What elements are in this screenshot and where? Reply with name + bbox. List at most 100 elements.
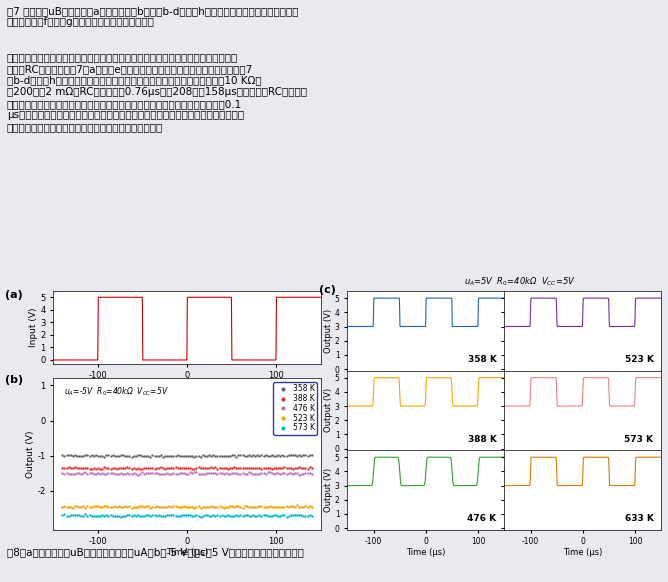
- Point: [271, 463, 281, 473]
- Point: [132, 510, 143, 520]
- Point: [78, 469, 89, 478]
- Point: [290, 503, 301, 512]
- Point: [212, 502, 222, 512]
- Point: [254, 510, 265, 520]
- Point: [218, 463, 229, 473]
- Point: [126, 503, 137, 512]
- Point: [300, 512, 311, 521]
- Point: [152, 501, 162, 510]
- Point: [204, 511, 214, 520]
- Point: [254, 464, 265, 473]
- Point: [137, 502, 148, 511]
- Point: [120, 464, 130, 473]
- Point: [189, 452, 200, 462]
- Point: [69, 463, 80, 472]
- Point: [99, 463, 110, 472]
- Point: [176, 511, 187, 520]
- Point: [263, 451, 273, 460]
- Point: [298, 502, 309, 512]
- Point: [273, 511, 283, 520]
- Point: [63, 512, 74, 521]
- Point: [287, 469, 298, 478]
- Point: [193, 469, 204, 478]
- Point: [265, 463, 275, 473]
- Point: [61, 512, 72, 521]
- Point: [76, 502, 87, 512]
- Point: [275, 502, 286, 512]
- Point: [82, 511, 93, 520]
- Point: [210, 469, 220, 478]
- Point: [235, 450, 246, 459]
- Point: [267, 502, 277, 512]
- Point: [193, 463, 204, 472]
- Point: [143, 501, 154, 510]
- Point: [145, 469, 156, 478]
- Point: [93, 502, 104, 511]
- Point: [256, 469, 267, 478]
- Point: [271, 469, 281, 478]
- Point: [233, 511, 244, 520]
- Point: [168, 502, 179, 511]
- Point: [108, 512, 118, 521]
- Point: [126, 469, 137, 478]
- Point: [97, 452, 108, 461]
- Point: [241, 502, 252, 511]
- Point: [204, 503, 214, 512]
- Point: [200, 463, 210, 473]
- Point: [65, 510, 76, 520]
- Point: [283, 463, 294, 473]
- Point: [261, 470, 271, 479]
- Point: [130, 451, 141, 460]
- Point: [99, 502, 110, 511]
- Point: [124, 470, 135, 479]
- Point: [200, 510, 210, 520]
- Point: [160, 511, 170, 520]
- Point: [65, 463, 76, 473]
- Point: [130, 464, 141, 473]
- Point: [229, 469, 240, 478]
- Point: [116, 503, 126, 512]
- Point: [294, 462, 305, 471]
- Point: [156, 450, 166, 460]
- Point: [193, 501, 204, 510]
- Point: [110, 463, 120, 473]
- Point: [172, 503, 183, 512]
- Point: [76, 451, 87, 460]
- Point: [277, 463, 288, 473]
- Point: [212, 451, 222, 460]
- Point: [84, 502, 95, 512]
- Point: [263, 511, 273, 520]
- Point: [145, 511, 156, 520]
- Point: [139, 463, 150, 473]
- Point: [214, 463, 225, 472]
- Point: [174, 502, 185, 512]
- Text: 图8（a）高温测量时uB的输入信号；不同uA（b）-5 V和（c）5 V的高温逻辑与门输出信号。: 图8（a）高温测量时uB的输入信号；不同uA（b）-5 V和（c）5 V的高温逻…: [7, 547, 303, 557]
- Point: [300, 501, 311, 510]
- Text: 由于电路中存在肖特基结电容和其他电容，负载电阻的大小将影响输出电压信号的电
平以及RC时间常数。图7（a）和（e）分别显示了输入波形的上升沿和下降沿。图7
（b: 由于电路中存在肖特基结电容和其他电容，负载电阻的大小将影响输出电压信号的电 平以…: [7, 52, 307, 132]
- Point: [267, 464, 277, 473]
- Point: [176, 463, 187, 473]
- Point: [263, 463, 273, 473]
- Point: [241, 470, 252, 479]
- Point: [141, 511, 152, 520]
- Point: [91, 464, 102, 473]
- Point: [307, 502, 317, 512]
- Point: [248, 470, 259, 479]
- Point: [267, 469, 277, 478]
- Point: [202, 464, 212, 473]
- Point: [99, 469, 110, 478]
- Point: [95, 470, 106, 479]
- Point: [162, 463, 172, 473]
- Point: [124, 501, 135, 510]
- Point: [137, 467, 148, 477]
- Point: [86, 468, 97, 477]
- Point: [294, 510, 305, 519]
- Point: [132, 470, 143, 480]
- Point: [248, 510, 259, 520]
- Point: [120, 502, 130, 511]
- Point: [189, 464, 200, 473]
- Point: [114, 463, 124, 473]
- Point: [302, 464, 313, 473]
- Point: [218, 512, 229, 521]
- Point: [170, 463, 181, 472]
